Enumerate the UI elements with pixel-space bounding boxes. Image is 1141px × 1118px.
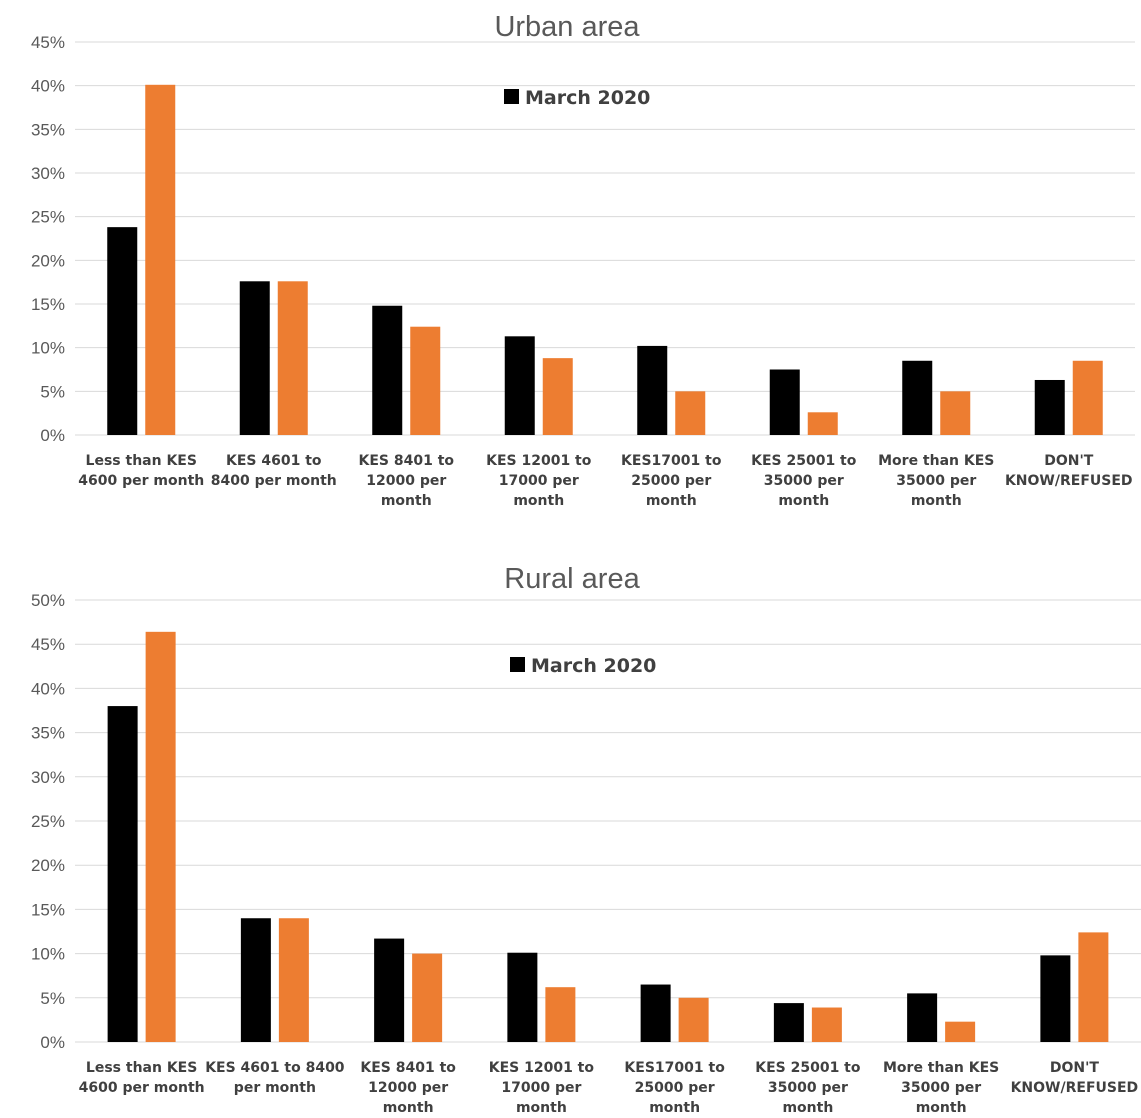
- y-tick-label: 30%: [31, 768, 65, 787]
- x-category-label: Less than KES 4600 per month: [79, 1060, 205, 1096]
- bar-orange: [542, 358, 573, 435]
- y-tick-label: 25%: [31, 208, 65, 227]
- legend-swatch: [510, 657, 525, 672]
- bar-black: [107, 706, 138, 1042]
- y-tick-label: 20%: [31, 251, 65, 270]
- y-tick-label: 5%: [40, 382, 65, 401]
- bar-orange: [940, 391, 971, 435]
- bar-orange: [945, 1021, 976, 1042]
- x-category-label: More than KES 35000 per month: [878, 453, 994, 509]
- x-category-label: KES 25001 to 35000 per month: [755, 1060, 861, 1116]
- y-tick-label: 0%: [40, 1033, 65, 1052]
- y-tick-label: 30%: [31, 164, 65, 183]
- bar-orange: [145, 84, 176, 435]
- bar-orange: [675, 391, 706, 435]
- bar-orange: [1078, 932, 1109, 1042]
- y-axis-ticks: 0% 5% 10% 15% 20% 25% 30% 35% 40% 45%: [31, 33, 65, 445]
- bar-black: [902, 360, 933, 435]
- bar-black: [637, 345, 668, 435]
- chart-legend: March 2020: [510, 655, 656, 677]
- x-category-label: KES 25001 to 35000 per month: [751, 453, 857, 509]
- bar-black: [1040, 955, 1071, 1042]
- x-category-label: DON'T KNOW/REFUSED: [1005, 453, 1133, 489]
- x-category-label: KES 12001 to 17000 per month: [486, 453, 592, 509]
- bar-black: [504, 336, 535, 435]
- bar-black: [240, 918, 271, 1042]
- bar-orange: [410, 326, 441, 435]
- chart-title: Urban area: [494, 11, 640, 43]
- chart-legend: March 2020: [504, 87, 650, 109]
- bar-black: [907, 993, 938, 1042]
- y-tick-label: 5%: [40, 989, 65, 1008]
- chart-title: Rural area: [504, 563, 640, 595]
- y-tick-label: 45%: [31, 635, 65, 654]
- bar-orange: [811, 1007, 842, 1042]
- y-tick-label: 10%: [31, 339, 65, 358]
- y-tick-label: 45%: [31, 33, 65, 52]
- urban-chart-svg: Urban area 0%5%10%15%20%25%30%35%40%45% …: [31, 11, 1135, 509]
- legend-label: March 2020: [525, 87, 650, 109]
- bar-orange: [1072, 360, 1103, 435]
- y-tick-label: 15%: [31, 295, 65, 314]
- bar-orange: [807, 412, 838, 435]
- urban-area-chart: Urban area 0% 5% 10% 15% 20% 25% 30% 35% 40% 45% …: [0, 0, 1141, 530]
- bar-black: [107, 227, 138, 435]
- y-tick-label: 35%: [31, 724, 65, 743]
- bar-black: [769, 369, 800, 435]
- bar-black: [507, 952, 538, 1042]
- x-category-label: KES 4601 to 8400 per month: [211, 453, 337, 489]
- bars: [107, 631, 1109, 1042]
- bar-orange: [412, 953, 443, 1042]
- x-category-label: Less than KES 4600 per month: [78, 453, 204, 489]
- bar-orange: [678, 997, 709, 1042]
- x-category-label: KES17001 to 25000 per month: [624, 1060, 725, 1116]
- bar-black: [239, 281, 270, 435]
- x-category-label: DON'T KNOW/REFUSED: [1011, 1060, 1139, 1096]
- bars: [107, 84, 1103, 435]
- y-tick-label: 40%: [31, 77, 65, 96]
- bar-black: [1034, 379, 1065, 435]
- x-category-label: KES 8401 to 12000 per month: [360, 1060, 456, 1116]
- bar-black: [372, 305, 403, 435]
- x-category-label: KES 12001 to 17000 per month: [489, 1060, 595, 1116]
- x-category-label: KES 8401 to 12000 per month: [358, 453, 454, 509]
- bar-orange: [545, 987, 576, 1042]
- legend-swatch: [504, 89, 519, 104]
- bar-black: [640, 984, 671, 1042]
- rural-area-chart: Rural area 0% 5% 10% 15% 20% 25% 30% 35% 40% 45% 5…: [0, 560, 1141, 1118]
- legend-label: March 2020: [531, 655, 656, 677]
- x-category-label: More than KES 35000 per month: [883, 1060, 999, 1116]
- y-axis-ticks: 0% 5% 10% 15% 20% 25% 30% 35% 40% 45% 50%: [31, 591, 65, 1052]
- bar-black: [374, 938, 405, 1042]
- y-tick-label: 25%: [31, 812, 65, 831]
- bar-orange: [277, 281, 308, 435]
- bar-black: [773, 1003, 804, 1042]
- bar-orange: [278, 918, 309, 1042]
- x-category-label: KES 4601 to 8400 per month: [205, 1060, 345, 1096]
- y-tick-label: 35%: [31, 120, 65, 139]
- y-tick-label: 20%: [31, 856, 65, 875]
- y-tick-label: 10%: [31, 945, 65, 964]
- x-category-label: KES17001 to 25000 per month: [621, 453, 722, 509]
- y-tick-label: 40%: [31, 679, 65, 698]
- y-tick-label: 50%: [31, 591, 65, 610]
- y-tick-label: 15%: [31, 900, 65, 919]
- bar-orange: [145, 631, 176, 1042]
- y-tick-label: 0%: [40, 426, 65, 445]
- rural-chart-svg: Rural area 0% 5% 10% 15% 20% 25% 30% 35% 40% 45% 5…: [31, 563, 1141, 1116]
